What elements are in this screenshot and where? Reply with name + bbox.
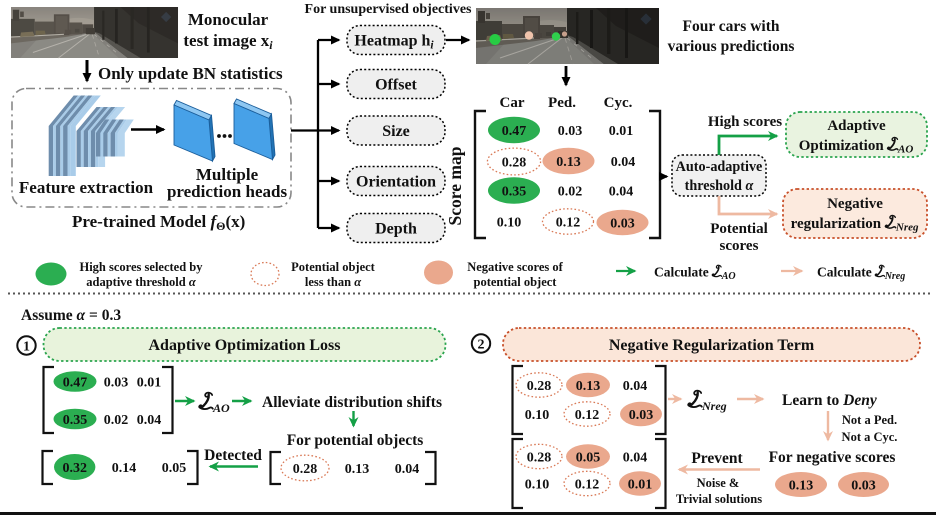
svg-text:Offset: Offset: [375, 77, 417, 94]
svg-text:Pre-trained Model fΘ(x): Pre-trained Model fΘ(x): [72, 212, 245, 233]
svg-text:prediction heads: prediction heads: [167, 182, 288, 201]
svg-text:0.03: 0.03: [610, 217, 635, 232]
svg-text:0.01: 0.01: [609, 124, 634, 139]
svg-text:Learn to Deny: Learn to Deny: [782, 392, 877, 409]
svg-text:Orientation: Orientation: [356, 174, 436, 191]
svg-text:Optimization: Optimization: [799, 138, 885, 154]
svg-text:0.03: 0.03: [104, 376, 129, 391]
svg-text:For unsupervised objectives: For unsupervised objectives: [305, 2, 473, 17]
svg-text:Assume α = 0.3: Assume α = 0.3: [21, 307, 121, 324]
svg-text:0.01: 0.01: [137, 376, 162, 391]
svg-text:Auto-adaptive: Auto-adaptive: [676, 159, 763, 175]
svg-text:0.10: 0.10: [525, 478, 550, 493]
svg-text:0.13: 0.13: [556, 155, 581, 170]
svg-text:Alleviate distribution shifts: Alleviate distribution shifts: [262, 394, 442, 411]
svg-text:0.10: 0.10: [525, 408, 550, 423]
svg-text:0.14: 0.14: [112, 461, 137, 476]
svg-text:0.12: 0.12: [575, 478, 600, 493]
svg-text:Not a Ped.: Not a Ped.: [842, 413, 897, 427]
svg-text:0.28: 0.28: [527, 379, 552, 394]
svg-text:0.47: 0.47: [63, 376, 88, 391]
svg-text:less than α: less than α: [305, 275, 362, 289]
svg-text:potential object: potential object: [474, 275, 558, 289]
svg-text:Calculate: Calculate: [654, 265, 709, 280]
svg-text:2: 2: [478, 338, 485, 353]
svg-text:Negative Regularization Term: Negative Regularization Term: [609, 337, 815, 354]
svg-text:Size: Size: [382, 123, 410, 140]
svg-text:For negative scores: For negative scores: [769, 449, 896, 466]
svg-text:0.12: 0.12: [556, 216, 581, 231]
svg-text:Multiple: Multiple: [196, 165, 259, 184]
svg-text:0.04: 0.04: [623, 379, 648, 394]
svg-text:0.13: 0.13: [789, 479, 814, 494]
svg-text:various predictions: various predictions: [668, 38, 795, 55]
svg-text:Car: Car: [500, 95, 525, 111]
svg-text:test image xi: test image xi: [183, 31, 273, 52]
svg-text:0.03: 0.03: [851, 479, 876, 494]
svg-text:High scores: High scores: [708, 114, 782, 130]
svg-text:Trivial solutions: Trivial solutions: [676, 492, 762, 506]
svg-text:0.03: 0.03: [629, 408, 654, 423]
svg-text:Ped.: Ped.: [548, 95, 576, 111]
svg-text:0.05: 0.05: [576, 451, 601, 466]
svg-text:Noise &: Noise &: [697, 476, 740, 490]
svg-text:0.04: 0.04: [611, 155, 636, 170]
svg-text:Nreg: Nreg: [895, 222, 919, 234]
svg-text:regularization: regularization: [791, 216, 882, 232]
svg-text:Potential: Potential: [710, 221, 768, 237]
svg-text:0.10: 0.10: [497, 216, 522, 231]
svg-text:AO: AO: [897, 144, 913, 156]
svg-text:Depth: Depth: [375, 221, 417, 238]
svg-text:Not a Cyc.: Not a Cyc.: [842, 430, 898, 444]
svg-text:0.05: 0.05: [162, 461, 187, 476]
svg-text:Cyc.: Cyc.: [604, 95, 633, 111]
svg-text:0.13: 0.13: [345, 462, 370, 477]
svg-text:0.04: 0.04: [137, 413, 162, 428]
svg-text:0.02: 0.02: [104, 413, 129, 428]
svg-text:0.28: 0.28: [293, 462, 318, 477]
svg-text:Score map: Score map: [445, 146, 465, 225]
svg-text:0.04: 0.04: [395, 462, 420, 477]
svg-text:Adaptive Optimization Loss: Adaptive Optimization Loss: [148, 337, 340, 354]
svg-text:1: 1: [23, 340, 30, 355]
svg-text:Nreg: Nreg: [884, 271, 906, 282]
svg-text:Negative scores of: Negative scores of: [467, 260, 563, 274]
svg-text:0.35: 0.35: [502, 185, 527, 200]
svg-text:Adaptive: Adaptive: [827, 118, 886, 134]
svg-text:Four cars with: Four cars with: [682, 18, 779, 35]
svg-text:scores: scores: [720, 238, 759, 254]
svg-text:adaptive threshold α: adaptive threshold α: [86, 275, 197, 289]
svg-text:Detected: Detected: [204, 447, 262, 464]
svg-text:AO: AO: [212, 401, 230, 415]
svg-text:Only update BN statistics: Only update BN statistics: [98, 64, 283, 83]
svg-text:0.47: 0.47: [502, 124, 527, 139]
svg-text:AO: AO: [721, 271, 736, 282]
svg-text:0.28: 0.28: [502, 156, 527, 171]
svg-text:0.12: 0.12: [575, 408, 600, 423]
svg-text:Potential object: Potential object: [291, 260, 375, 274]
svg-text:Monocular: Monocular: [188, 10, 269, 29]
svg-text:threshold α: threshold α: [685, 178, 755, 194]
svg-text:0.02: 0.02: [558, 185, 583, 200]
svg-text:For potential objects: For potential objects: [287, 432, 424, 449]
svg-text:Nreg: Nreg: [701, 399, 727, 413]
svg-text:Calculate: Calculate: [817, 265, 872, 280]
svg-text:Heatmap hi: Heatmap hi: [354, 33, 434, 52]
svg-text:0.32: 0.32: [62, 461, 87, 476]
svg-text:Prevent: Prevent: [691, 450, 743, 467]
svg-text:Negative: Negative: [827, 196, 883, 212]
svg-text:Feature extraction: Feature extraction: [19, 178, 154, 197]
svg-text:High scores selected by: High scores selected by: [79, 260, 203, 274]
svg-text:0.04: 0.04: [609, 185, 634, 200]
svg-text:0.28: 0.28: [527, 451, 552, 466]
svg-text:0.03: 0.03: [558, 124, 583, 139]
svg-text:0.01: 0.01: [628, 478, 653, 493]
svg-text:0.35: 0.35: [63, 413, 88, 428]
svg-text:0.04: 0.04: [623, 451, 648, 466]
svg-text:0.13: 0.13: [576, 379, 601, 394]
